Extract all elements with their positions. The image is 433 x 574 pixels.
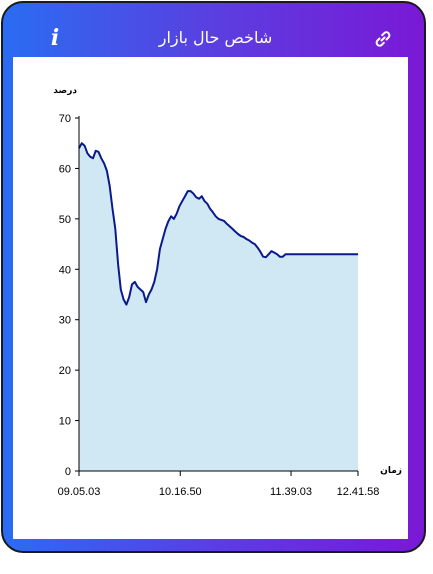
market-status-widget: i شاخص حال بازار LiveTSE.ir 010203040506… xyxy=(1,1,426,553)
y-tick-label: 20 xyxy=(59,365,71,377)
info-icon[interactable]: i xyxy=(50,25,60,51)
y-tick-label: 30 xyxy=(59,315,71,327)
x-axis-title: زمان xyxy=(380,466,402,476)
y-tick-label: 60 xyxy=(59,163,71,175)
x-tick-label: 10.16.50 xyxy=(159,486,202,498)
y-tick-label: 50 xyxy=(59,214,71,226)
y-tick-label: 10 xyxy=(59,416,71,428)
x-tick-label: 12.41.58 xyxy=(337,486,380,498)
y-tick-label: 40 xyxy=(59,264,71,276)
series-line xyxy=(78,142,358,306)
y-tick-label: 0 xyxy=(65,466,71,478)
x-tick-label: 09.05.03 xyxy=(58,486,101,498)
link-icon[interactable] xyxy=(373,29,393,49)
y-tick-label: 70 xyxy=(59,113,71,125)
y-axis-title: درصد xyxy=(53,86,77,96)
x-tick-label: 11.39.03 xyxy=(270,486,312,498)
widget-header: i شاخص حال بازار xyxy=(3,3,424,57)
widget-title: شاخص حال بازار xyxy=(158,28,273,47)
area-fill xyxy=(79,143,358,471)
